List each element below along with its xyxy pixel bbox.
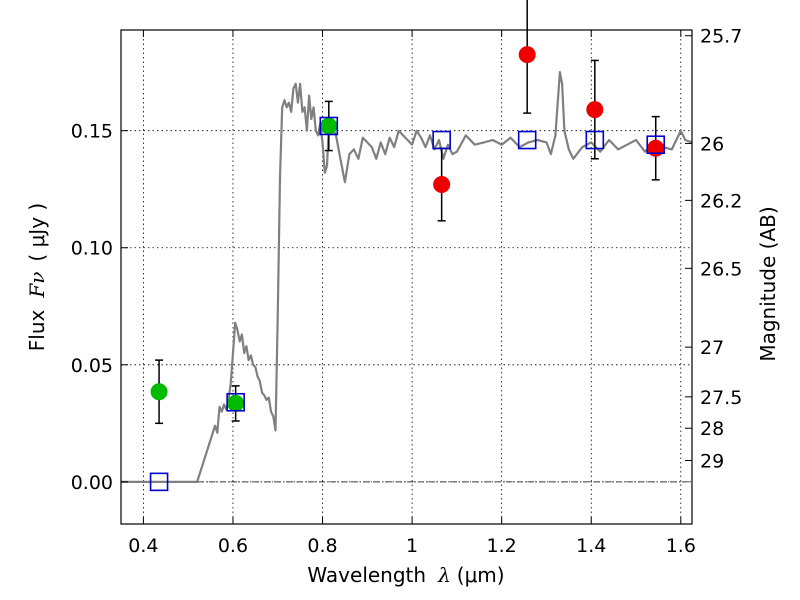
magnitude-tick-label: 26 bbox=[700, 133, 724, 155]
y-axis-label-symbol: Fν bbox=[25, 272, 49, 299]
model-photometry-square bbox=[149, 472, 169, 492]
y-ticks: 0.00 0.05 0.10 0.15 bbox=[71, 121, 128, 494]
y-tick-label: 0.15 bbox=[71, 121, 113, 143]
y-tick-label: 0.05 bbox=[71, 355, 113, 377]
x-ticks: 0.4 0.6 0.8 1 1.2 1.4 1.6 bbox=[128, 30, 696, 557]
x-tick-label: 0.4 bbox=[128, 535, 158, 557]
x-tick-label: 1.6 bbox=[666, 535, 696, 557]
x-tick-label: 1.4 bbox=[576, 535, 606, 557]
green-data-point bbox=[227, 394, 245, 412]
magnitude-ticks: 25.7 26 26.2 26.5 27 27.5 28 29 bbox=[685, 26, 742, 473]
y-tick-label: 0.10 bbox=[71, 238, 113, 260]
observed-points-layer bbox=[150, 46, 665, 412]
green-data-point bbox=[320, 117, 338, 135]
red-data-point bbox=[518, 46, 536, 64]
magnitude-tick-label: 26.2 bbox=[700, 190, 742, 212]
red-data-point bbox=[433, 176, 451, 194]
y-axis-label-text: Flux bbox=[25, 309, 49, 351]
green-data-point bbox=[150, 383, 168, 401]
x-axis-label-text: Wavelength bbox=[307, 563, 426, 587]
magnitude-tick-label: 25.7 bbox=[700, 26, 742, 48]
model-photometry-square bbox=[517, 130, 537, 150]
model-photometry-square bbox=[226, 392, 245, 412]
x-tick-label: 0.8 bbox=[307, 535, 337, 557]
magnitude-tick-label: 27 bbox=[700, 337, 724, 359]
magnitude-tick-label: 29 bbox=[700, 451, 724, 473]
x-axis-label-unit: (μm) bbox=[457, 563, 505, 587]
y-axis-label: Flux Fν ( μJy ) bbox=[25, 203, 49, 351]
model-photometry-square bbox=[432, 130, 451, 150]
x-axis-label-symbol: λ bbox=[437, 563, 451, 587]
y-tick-label: 0.00 bbox=[71, 472, 113, 494]
model-photometry-square bbox=[646, 135, 666, 155]
right-axis-label: Magnitude (AB) bbox=[756, 206, 780, 361]
grid bbox=[121, 30, 692, 524]
red-data-point bbox=[586, 101, 604, 119]
x-axis-label: Wavelength λ (μm) bbox=[307, 563, 504, 587]
model-photometry-square bbox=[319, 116, 339, 136]
x-tick-label: 1.2 bbox=[487, 535, 517, 557]
x-tick-label: 1 bbox=[406, 535, 418, 557]
magnitude-tick-label: 26.5 bbox=[700, 258, 742, 280]
plot-frame bbox=[120, 29, 693, 525]
magnitude-tick-label: 27.5 bbox=[700, 387, 742, 409]
model-photometry-square bbox=[585, 130, 605, 150]
y-axis-label-unit: ( μJy ) bbox=[25, 203, 49, 262]
magnitude-tick-label: 28 bbox=[700, 418, 724, 440]
model-photometry-layer bbox=[149, 116, 666, 492]
x-tick-label: 0.6 bbox=[218, 535, 248, 557]
